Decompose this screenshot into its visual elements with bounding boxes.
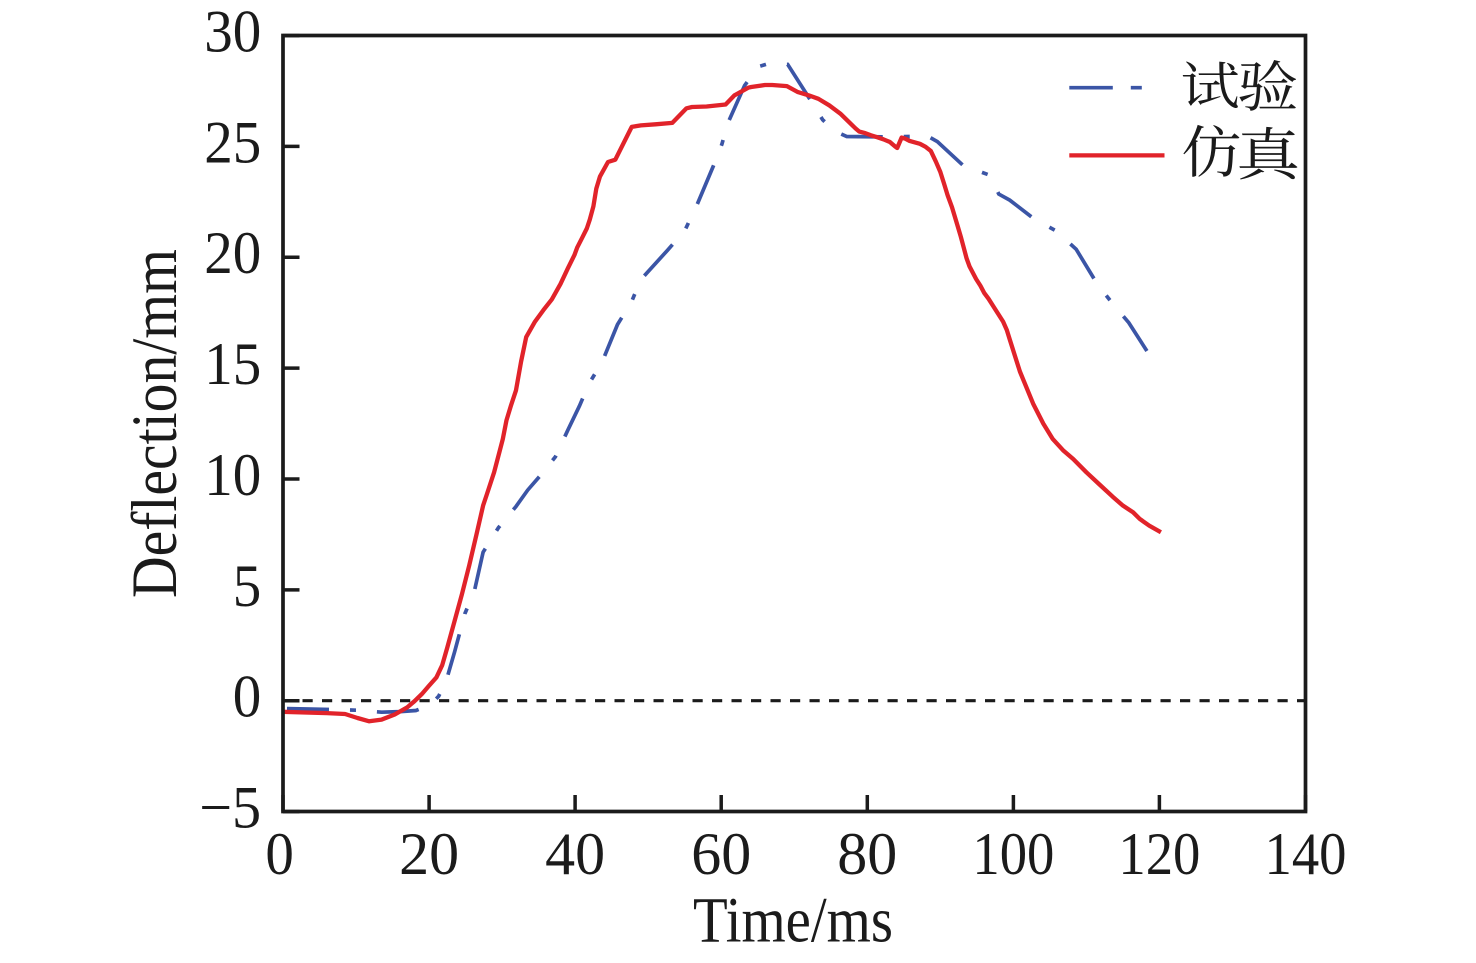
svg-text:Time/ms: Time/ms — [693, 885, 893, 957]
svg-text:20: 20 — [204, 220, 261, 287]
svg-text:140: 140 — [1265, 821, 1347, 888]
svg-text:20: 20 — [399, 821, 459, 888]
svg-text:120: 120 — [1118, 821, 1200, 888]
svg-text:60: 60 — [691, 821, 751, 888]
svg-text:Deflection/mm: Deflection/mm — [119, 249, 191, 598]
svg-text:25: 25 — [204, 109, 261, 176]
svg-text:30: 30 — [204, 0, 261, 66]
svg-text:80: 80 — [837, 821, 897, 888]
svg-text:100: 100 — [972, 821, 1054, 888]
svg-text:40: 40 — [545, 821, 605, 888]
svg-text:0: 0 — [233, 664, 262, 731]
svg-text:−5: −5 — [199, 775, 261, 842]
svg-text:10: 10 — [204, 442, 261, 509]
svg-text:0: 0 — [265, 821, 294, 888]
svg-text:5: 5 — [233, 553, 262, 620]
svg-text:15: 15 — [204, 331, 261, 398]
